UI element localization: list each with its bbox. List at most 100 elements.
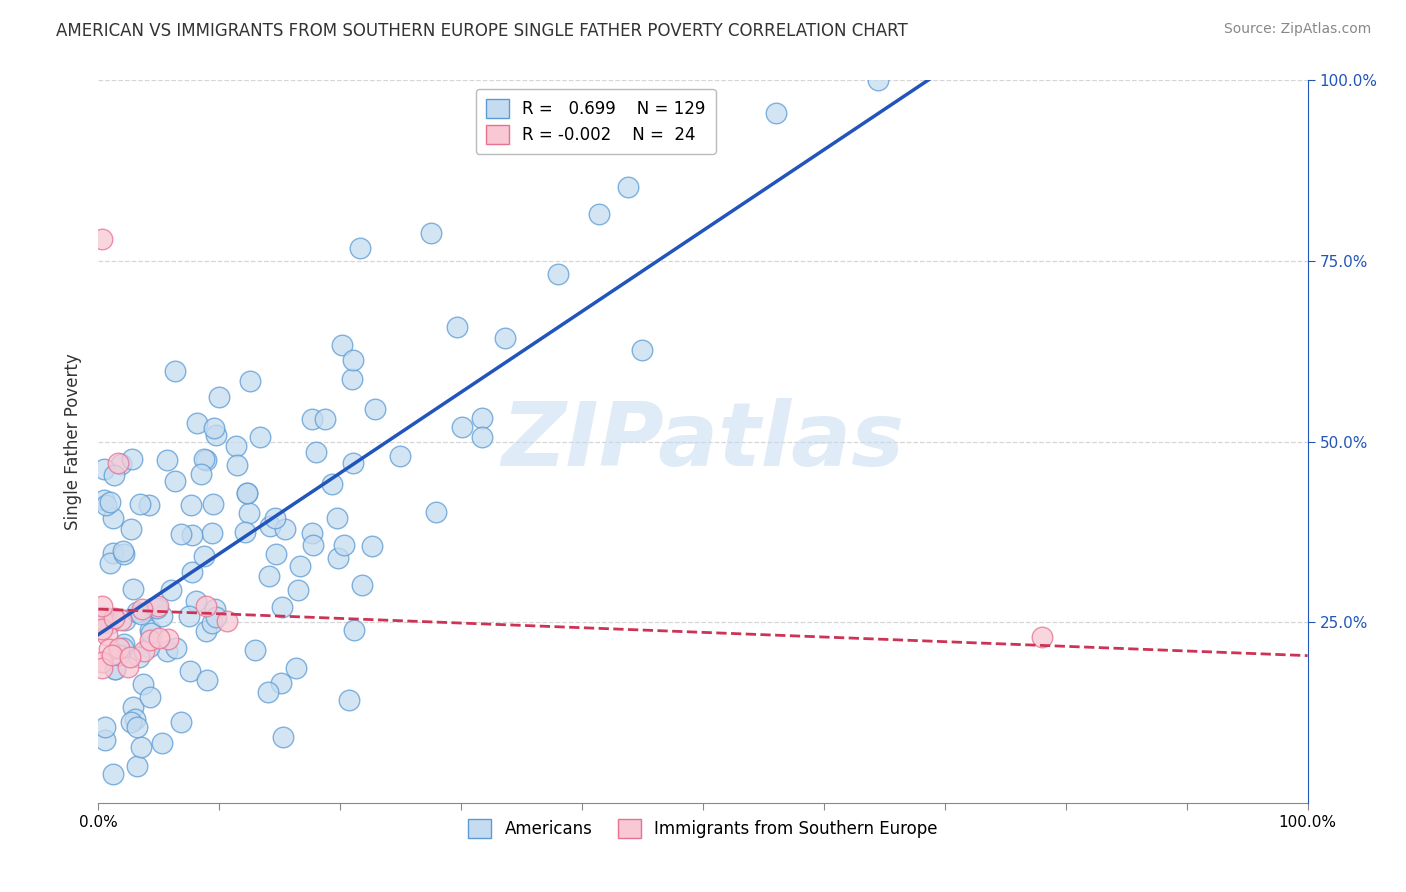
- Point: [112, 637, 135, 651]
- Point: [100, 648, 122, 663]
- Point: [263, 511, 285, 525]
- Point: [93, 462, 115, 476]
- Point: [249, 430, 271, 444]
- Point: [101, 767, 124, 781]
- Point: [129, 740, 152, 755]
- Point: [342, 352, 364, 367]
- Point: [868, 73, 890, 87]
- Point: [91, 661, 114, 675]
- Point: [91, 622, 114, 636]
- Point: [111, 641, 134, 656]
- Point: [98, 495, 121, 509]
- Point: [125, 605, 148, 619]
- Point: [163, 364, 186, 378]
- Point: [150, 735, 173, 749]
- Point: [195, 673, 218, 687]
- Point: [204, 428, 226, 442]
- Point: [142, 601, 165, 615]
- Point: [238, 506, 260, 520]
- Point: [131, 607, 153, 621]
- Point: [114, 613, 136, 627]
- Point: [201, 615, 224, 630]
- Point: [160, 583, 183, 598]
- Point: [239, 374, 262, 388]
- Point: [122, 699, 145, 714]
- Point: [631, 343, 654, 357]
- Text: Source: ZipAtlas.com: Source: ZipAtlas.com: [1223, 22, 1371, 37]
- Point: [108, 648, 131, 662]
- Point: [124, 712, 146, 726]
- Point: [180, 498, 202, 512]
- Point: [340, 372, 363, 386]
- Point: [259, 519, 281, 533]
- Point: [233, 525, 256, 540]
- Point: [326, 550, 349, 565]
- Point: [333, 538, 356, 552]
- Point: [616, 180, 638, 194]
- Point: [131, 602, 153, 616]
- Point: [179, 664, 201, 678]
- Point: [139, 690, 162, 704]
- Point: [314, 411, 336, 425]
- Point: [419, 227, 441, 241]
- Point: [132, 643, 155, 657]
- Legend: Americans, Immigrants from Southern Europe: Americans, Immigrants from Southern Euro…: [461, 813, 945, 845]
- Point: [364, 402, 387, 417]
- Point: [226, 458, 249, 473]
- Point: [139, 626, 162, 640]
- Point: [215, 615, 238, 629]
- Point: [245, 643, 267, 657]
- Point: [139, 633, 162, 648]
- Point: [104, 662, 127, 676]
- Point: [94, 733, 117, 747]
- Point: [765, 106, 787, 120]
- Point: [337, 693, 360, 707]
- Point: [588, 207, 610, 221]
- Point: [127, 759, 149, 773]
- Point: [257, 569, 280, 583]
- Point: [274, 522, 297, 536]
- Point: [305, 445, 328, 459]
- Point: [342, 456, 364, 470]
- Point: [121, 714, 143, 729]
- Point: [202, 420, 225, 434]
- Point: [195, 599, 218, 613]
- Point: [236, 486, 259, 500]
- Point: [117, 660, 139, 674]
- Point: [118, 650, 141, 665]
- Point: [127, 720, 149, 734]
- Point: [91, 232, 114, 246]
- Point: [186, 416, 208, 430]
- Point: [204, 601, 226, 615]
- Point: [321, 477, 343, 491]
- Point: [225, 439, 247, 453]
- Point: [257, 685, 280, 699]
- Point: [290, 559, 312, 574]
- Point: [150, 609, 173, 624]
- Point: [108, 640, 131, 655]
- Point: [451, 420, 474, 434]
- Point: [201, 526, 224, 541]
- Point: [138, 623, 160, 637]
- Point: [181, 566, 204, 580]
- Y-axis label: Single Father Poverty: Single Father Poverty: [63, 353, 82, 530]
- Point: [388, 449, 411, 463]
- Point: [180, 528, 202, 542]
- Point: [205, 609, 228, 624]
- Point: [326, 511, 349, 525]
- Point: [349, 241, 371, 255]
- Point: [120, 522, 142, 536]
- Point: [128, 650, 150, 665]
- Point: [103, 611, 125, 625]
- Point: [101, 546, 124, 560]
- Point: [330, 337, 353, 351]
- Point: [103, 467, 125, 482]
- Point: [107, 456, 129, 470]
- Point: [98, 615, 121, 630]
- Point: [179, 608, 201, 623]
- Point: [271, 600, 294, 615]
- Point: [148, 599, 170, 614]
- Point: [195, 453, 218, 467]
- Point: [302, 538, 325, 552]
- Point: [138, 498, 160, 512]
